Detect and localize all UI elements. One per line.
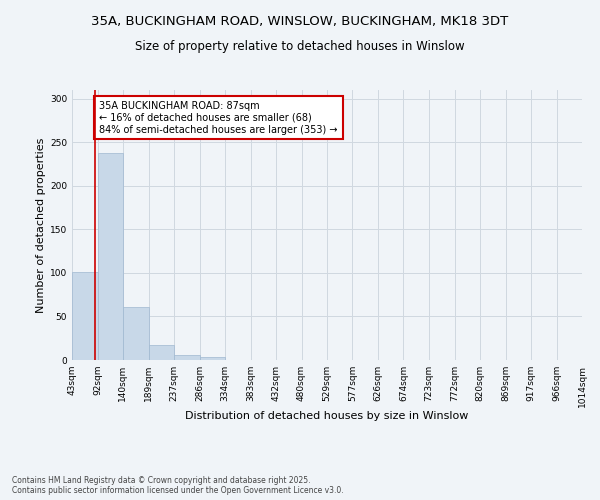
Bar — [98, 152, 123, 360]
Bar — [200, 358, 225, 360]
Bar — [149, 345, 174, 360]
Text: Contains HM Land Registry data © Crown copyright and database right 2025.
Contai: Contains HM Land Registry data © Crown c… — [12, 476, 344, 495]
Y-axis label: Number of detached properties: Number of detached properties — [36, 138, 46, 312]
Bar — [174, 355, 200, 360]
Text: 35A, BUCKINGHAM ROAD, WINSLOW, BUCKINGHAM, MK18 3DT: 35A, BUCKINGHAM ROAD, WINSLOW, BUCKINGHA… — [91, 15, 509, 28]
Bar — [123, 307, 149, 360]
X-axis label: Distribution of detached houses by size in Winslow: Distribution of detached houses by size … — [185, 411, 469, 421]
Text: 35A BUCKINGHAM ROAD: 87sqm
← 16% of detached houses are smaller (68)
84% of semi: 35A BUCKINGHAM ROAD: 87sqm ← 16% of deta… — [100, 102, 338, 134]
Text: Size of property relative to detached houses in Winslow: Size of property relative to detached ho… — [135, 40, 465, 53]
Bar — [72, 272, 98, 360]
